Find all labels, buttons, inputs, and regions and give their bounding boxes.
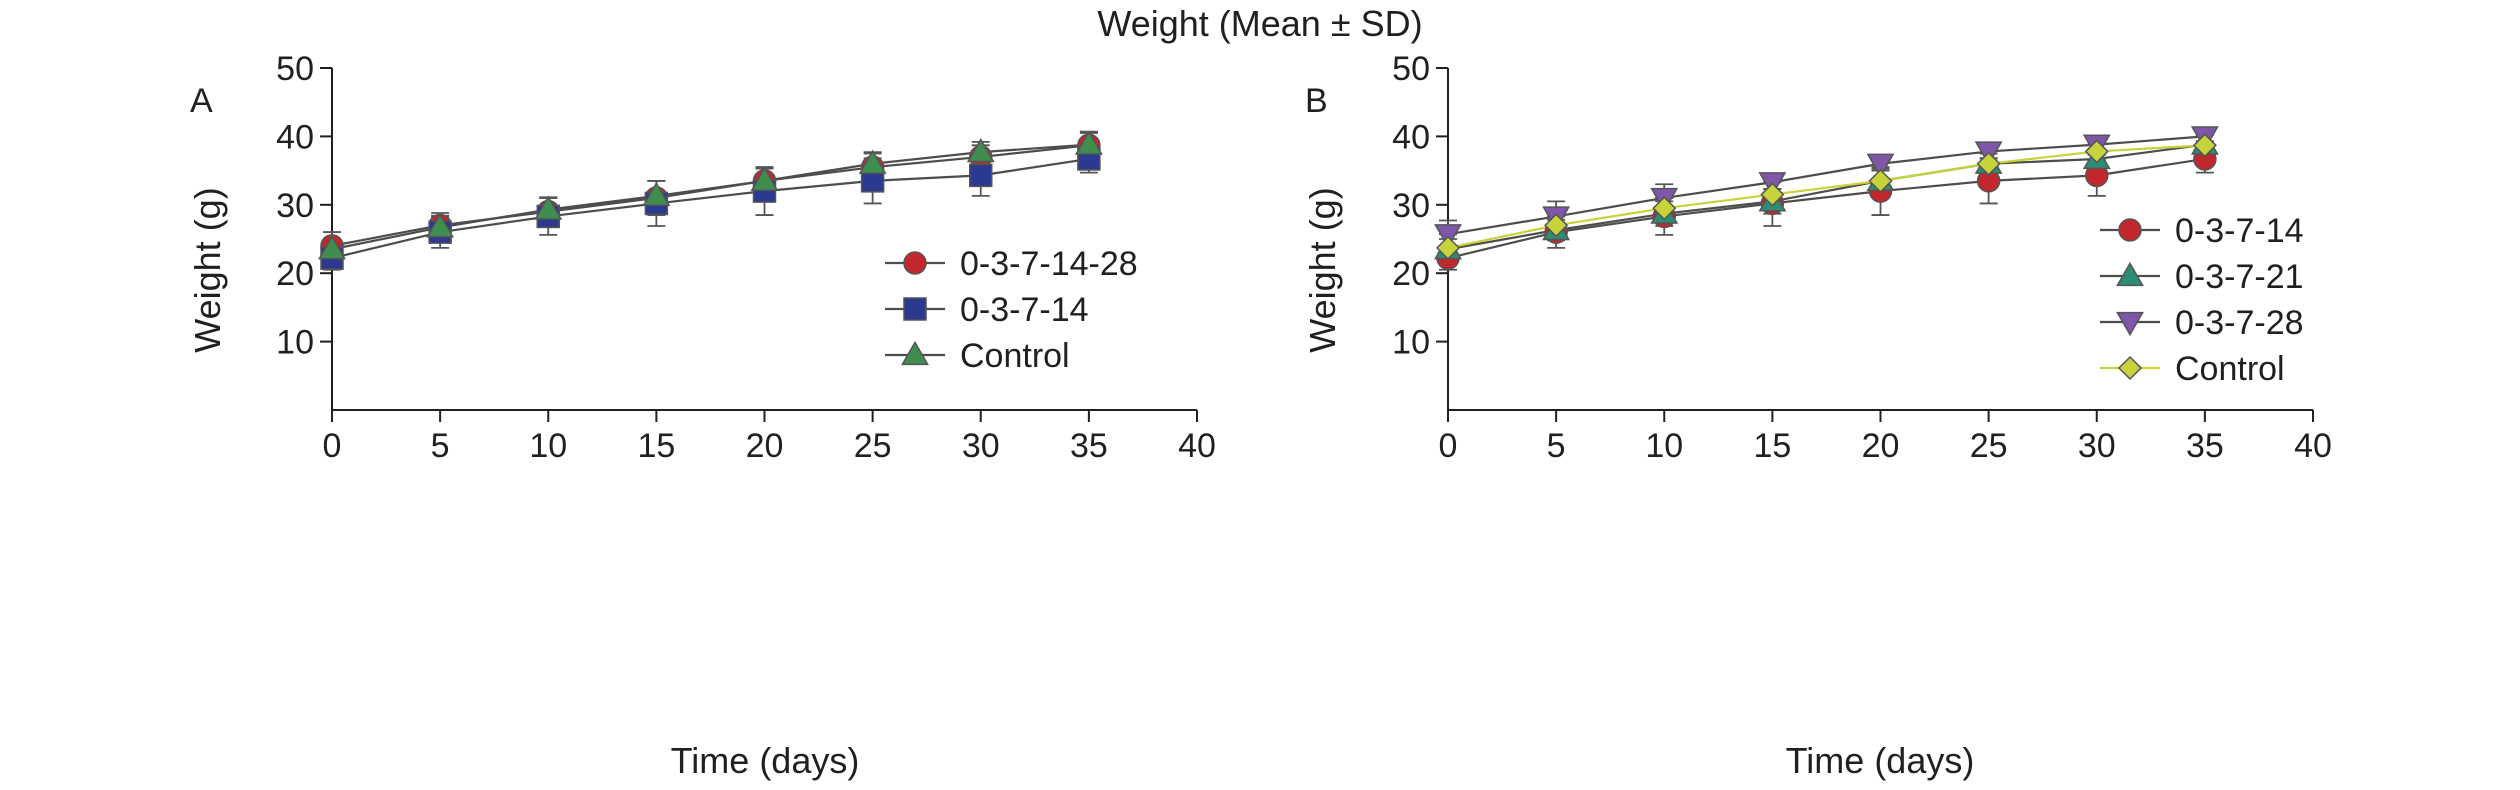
panel-b-data-point [1544, 213, 1569, 238]
panel-a-y-tick-label: 30 [276, 187, 314, 225]
panel-b-y-axis-title: Weight (g) [1302, 187, 1343, 352]
panel-b-series-line-0 [1447, 157, 2206, 260]
panel-b-x-tick-label: 10 [1645, 427, 1683, 465]
panel-a-series-line-1 [331, 157, 1090, 260]
figure-title: Weight (Mean ± SD) [1097, 3, 1422, 44]
panel-a-x-tick-label: 40 [1178, 427, 1216, 465]
panel-a-x-tick-label: 0 [323, 427, 342, 465]
panel-b-x-tick-label: 15 [1753, 427, 1791, 465]
panel-b-data-point [1760, 182, 1785, 207]
panel-a-y-axis-title: Weight (g) [187, 187, 228, 352]
panel-b-x-tick-label: 40 [2294, 427, 2332, 465]
panel-b-x-tick-label: 35 [2186, 427, 2224, 465]
panel-a-x-axis-title: Time (days) [671, 740, 860, 781]
panel-b-series-line-2 [1447, 135, 2205, 236]
panel-a-data-point [858, 149, 887, 174]
panel-b-y-tick-label: 50 [1392, 50, 1430, 88]
panel-b-y-tick-label: 40 [1392, 118, 1430, 156]
panel-a-label: A [190, 82, 213, 120]
panel-a-legend-label: 0-3-7-14 [960, 291, 1089, 329]
panel-b-legend-entry: 0-3-7-28 [2100, 304, 2304, 342]
panel-b-data-point [1435, 235, 1461, 260]
panel-a-x-tick-label: 35 [1070, 427, 1108, 465]
panel-a-data-point [1074, 130, 1103, 155]
panel-b-y-tick-label: 10 [1392, 324, 1430, 362]
panel-b-data-point [1976, 151, 2001, 176]
panel-b-series-line-1 [1447, 143, 2206, 251]
panel-b-legend-label: 0-3-7-14 [2175, 212, 2304, 250]
panel-a-x-tick-label: 25 [854, 427, 892, 465]
panel-a-x-tick-label: 30 [962, 427, 1000, 465]
panel-b-y-tick-label: 30 [1392, 187, 1430, 225]
panel-a-data-point [318, 235, 346, 260]
panel-b-label: B [1305, 82, 1328, 120]
panel-b-data-point [2084, 139, 2109, 164]
panel-b-legend-marker [2117, 355, 2143, 381]
panel-b-legend-marker [2118, 218, 2142, 242]
panel-a-data-point [534, 195, 563, 220]
panel-a-legend: 0-3-7-14-28 0-3-7-14 Control [885, 245, 1138, 375]
panel-b-series-line-3 [1447, 144, 2205, 249]
panel-b-data-point [1652, 196, 1677, 221]
panel-b-legend-entry: 0-3-7-14 [2100, 212, 2304, 250]
panel-b-legend-marker [2116, 311, 2144, 337]
panel-a-legend-marker [903, 297, 927, 321]
panel-b-x-tick-label: 25 [1970, 427, 2008, 465]
panel-a-legend-entry: 0-3-7-14 [885, 291, 1089, 329]
panel-b-data-point [1868, 168, 1893, 193]
panel-b-legend-label: 0-3-7-28 [2175, 304, 2304, 342]
panel-b-legend-entry: 0-3-7-21 [2100, 258, 2304, 296]
panel-b-legend-entry: Control [2100, 350, 2285, 388]
panel-a-legend-entry: Control [885, 337, 1070, 375]
panel-a-legend-marker [901, 340, 929, 366]
panel-a-series-line-2 [331, 143, 1089, 251]
panel-a-data-point [426, 213, 455, 238]
panel-a-plot-area: 10 20 30 40 50 0 5 10 15 20 25 30 35 40 [276, 50, 1216, 465]
panel-b-x-tick-label: 30 [2078, 427, 2116, 465]
panel-b-legend: 0-3-7-14 0-3-7-21 0-3-7-28 Control [2100, 212, 2304, 388]
panel-a-x-tick-label: 10 [529, 427, 567, 465]
panel-b-x-tick-label: 20 [1862, 427, 1900, 465]
panel-b-legend-marker [2116, 261, 2144, 287]
panel-b-y-tick-label: 20 [1392, 255, 1430, 293]
panel-b-legend-label: Control [2175, 350, 2285, 388]
panel-a-x-tick-label: 20 [746, 427, 784, 465]
panel-a-y-tick-label: 40 [276, 118, 314, 156]
panel-b-data-point [2192, 133, 2217, 158]
panel-a-legend-label: Control [960, 337, 1070, 375]
panel-a-series-points-2 [318, 130, 1103, 260]
panel-a-legend-label: 0-3-7-14-28 [960, 245, 1138, 283]
panel-a-x-tick-label: 15 [637, 427, 675, 465]
panel-a-data-point [642, 181, 671, 207]
panel-b-x-axis-title: Time (days) [1786, 740, 1975, 781]
panel-b-data-point [1866, 153, 1895, 178]
panel-a-data-point [969, 163, 993, 188]
panel-a-data-point [750, 166, 779, 191]
panel-a-legend-marker [903, 251, 927, 275]
panel-b-legend-label: 0-3-7-21 [2175, 258, 2304, 296]
panel-a-legend-entry: 0-3-7-14-28 [885, 245, 1138, 283]
panel-b-series-points-3 [1435, 133, 2217, 260]
panel-a-data-point [966, 137, 995, 163]
panel-b-x-tick-label: 5 [1547, 427, 1566, 465]
panel-a-y-tick-label: 50 [276, 50, 314, 88]
panel-b-x-tick-label: 0 [1439, 427, 1458, 465]
panel-a-y-tick-label: 10 [276, 324, 314, 362]
panel-a-x-tick-label: 5 [431, 427, 450, 465]
panel-b-plot-area: 10 20 30 40 50 0 5 10 15 20 25 30 35 40 [1392, 50, 2332, 465]
panel-a-y-tick-label: 20 [276, 255, 314, 293]
